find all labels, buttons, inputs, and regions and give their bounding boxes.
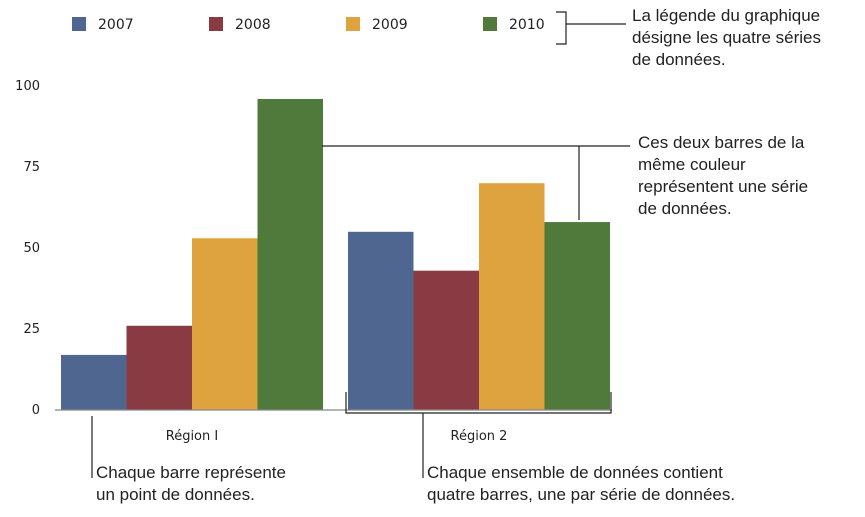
legend-swatch-2009 <box>346 17 360 31</box>
y-tick-label: 0 <box>32 403 40 418</box>
bar-annotation: Chaque barre représente un point de donn… <box>96 462 286 506</box>
legend-label-2008: 2008 <box>235 17 271 33</box>
callout-lines <box>91 11 630 478</box>
bar-2010-2 <box>544 222 610 410</box>
y-tick-label: 100 <box>15 79 40 94</box>
y-tick-label: 75 <box>23 160 40 175</box>
y-tick-label: 25 <box>23 322 40 337</box>
group-annotation-line: quatre barres, une par série de données. <box>427 485 736 504</box>
bar-2010-1 <box>257 98 323 411</box>
group-annotation-line: Chaque ensemble de données contient <box>427 463 723 482</box>
bar-group <box>61 98 610 411</box>
series-annotation-line: Ces deux barres de la <box>638 133 805 152</box>
legend-swatch-2010 <box>483 17 497 31</box>
legend-label-2007: 2007 <box>98 17 134 33</box>
series-annotation-line: même couleur <box>638 155 746 174</box>
bar-annotation-line: un point de données. <box>96 485 255 504</box>
legend-annotation-line: La légende du graphique <box>632 6 821 25</box>
category-label: Région 2 <box>451 429 508 444</box>
bar-2009-1 <box>192 238 258 410</box>
chart-legend: 2007 2008 2009 2010 <box>72 17 545 33</box>
bar-2009-2 <box>479 183 545 410</box>
series-annotation-line: représentent une série <box>638 177 809 196</box>
category-label: Région I <box>166 429 218 444</box>
y-axis: 0 25 50 75 100 <box>15 79 40 418</box>
bar-2008-2 <box>413 270 479 410</box>
bar-annotation-line: Chaque barre représente <box>96 463 286 482</box>
group-bracket <box>345 392 612 414</box>
legend-bracket <box>556 11 567 45</box>
legend-label-2009: 2009 <box>372 17 408 33</box>
bar-2007-1 <box>61 354 127 410</box>
legend-annotation: La légende du graphique désigne les quat… <box>632 5 821 71</box>
legend-label-2010: 2010 <box>509 17 545 33</box>
legend-swatch-2008 <box>209 17 223 31</box>
bar-2007-2 <box>348 231 414 410</box>
x-axis: Région I Région 2 <box>166 429 508 444</box>
legend-annotation-line: désigne les quatre séries <box>632 28 822 47</box>
legend-annotation-line: de données. <box>632 50 726 69</box>
bar-2008-1 <box>126 325 192 410</box>
legend-swatch-2007 <box>72 17 86 31</box>
series-annotation: Ces deux barres de la même couleur repré… <box>638 132 808 220</box>
group-annotation: Chaque ensemble de données contient quat… <box>427 462 735 506</box>
series-annotation-line: de données. <box>638 199 732 218</box>
y-tick-label: 50 <box>23 241 40 256</box>
